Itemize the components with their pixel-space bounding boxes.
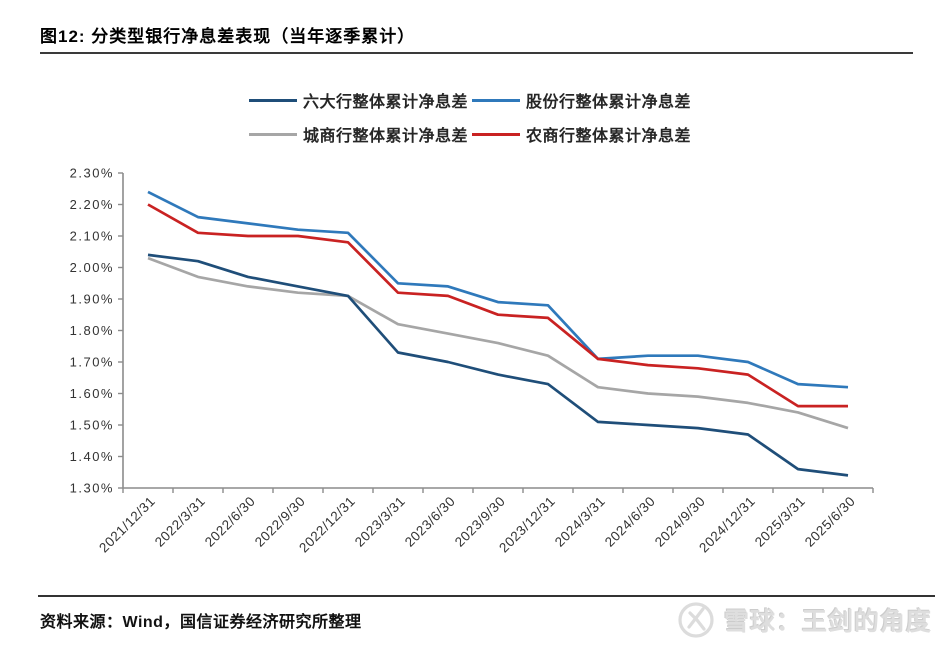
y-tick-label: 1.70%	[70, 355, 114, 370]
x-tick-label: 2023/3/31	[352, 494, 408, 550]
legend-item-ruralcom: 农商行整体累计净息差	[472, 122, 691, 146]
legend-row-1: 六大行整体累计净息差 股份行整体累计净息差	[248, 88, 691, 112]
line-swatch-big6	[248, 98, 297, 102]
y-tick-label: 1.30%	[70, 481, 114, 496]
x-tick-label: 2021/12/31	[96, 494, 158, 556]
page-title: 图12: 分类型银行净息差表现（当年逐季累计）	[40, 27, 416, 46]
x-tick-label: 2023/6/30	[402, 494, 458, 550]
axes	[122, 173, 873, 489]
legend-item-big6: 六大行整体累计净息差	[248, 88, 468, 112]
xueqiu-logo-icon	[678, 602, 714, 638]
chart-legend: 六大行整体累计净息差 股份行整体累计净息差 城商行整体累计净息差 农商行整体累计…	[0, 88, 940, 146]
y-tick-label: 1.60%	[70, 386, 114, 401]
legend-item-citycom: 城商行整体累计净息差	[248, 122, 468, 146]
x-axis-ticks: 2021/12/312022/3/312022/6/302022/9/30202…	[96, 488, 874, 556]
y-tick-label: 1.50%	[70, 418, 114, 433]
legend-item-jointstock: 股份行整体累计净息差	[472, 88, 691, 112]
watermark: 雪球：王剑的角度	[676, 600, 932, 640]
source-note: 资料来源：Wind，国信证券经济研究所整理	[40, 614, 362, 631]
line-swatch-jointstock	[472, 98, 520, 102]
series-line-2	[147, 256, 849, 430]
legend-label-citycom: 城商行整体累计净息差	[302, 128, 468, 145]
legend-label-big6: 六大行整体累计净息差	[302, 94, 468, 111]
title-underline	[40, 52, 913, 54]
y-tick-label: 2.30%	[70, 166, 114, 181]
y-tick-label: 2.20%	[70, 197, 114, 212]
y-tick-label: 1.80%	[70, 323, 114, 338]
x-tick-label: 2025/6/30	[802, 494, 858, 550]
x-tick-label: 2024/3/31	[552, 494, 608, 550]
x-tick-label: 2022/3/31	[152, 494, 208, 550]
y-axis-ticks: 1.30% 1.40% 1.50% 1.60% 1.70% 1.80% 1.90% 2.00%…	[70, 166, 123, 496]
series-line-1	[147, 190, 849, 389]
y-tick-label: 2.10%	[70, 229, 114, 244]
footer-divider	[38, 595, 935, 597]
x-tick-label: 2025/3/31	[752, 494, 808, 550]
legend-label-ruralcom: 农商行整体累计净息差	[526, 128, 692, 145]
x-tick-label: 2022/6/30	[202, 494, 258, 550]
watermark-text: 雪球：王剑的角度	[723, 608, 932, 636]
y-tick-label: 1.90%	[70, 292, 114, 307]
x-tick-label: 2024/6/30	[602, 494, 658, 550]
y-tick-label: 1.40%	[70, 449, 114, 464]
line-swatch-citycom	[248, 132, 297, 136]
series-line-0	[147, 253, 849, 477]
legend-row-2: 城商行整体累计净息差 农商行整体累计净息差	[248, 122, 691, 146]
series-line-3	[147, 203, 848, 408]
y-tick-label: 2.00%	[70, 260, 114, 275]
legend-label-jointstock: 股份行整体累计净息差	[526, 94, 692, 111]
line-swatch-ruralcom	[472, 132, 520, 136]
